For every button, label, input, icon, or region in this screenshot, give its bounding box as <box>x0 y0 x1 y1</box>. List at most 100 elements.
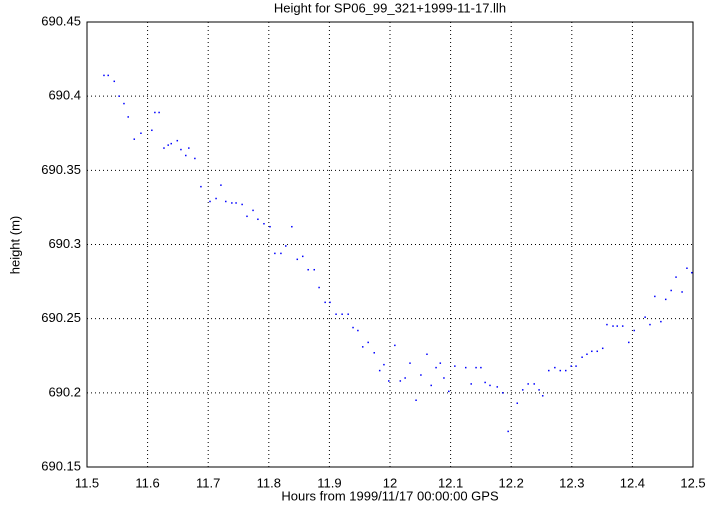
point <box>554 366 556 369</box>
point <box>215 197 217 200</box>
point <box>660 320 662 323</box>
point <box>691 271 693 274</box>
point <box>591 350 593 353</box>
point <box>252 209 254 212</box>
point <box>257 218 259 221</box>
point <box>586 353 588 356</box>
point <box>318 286 320 289</box>
point <box>291 225 293 228</box>
point <box>185 154 187 157</box>
point <box>113 80 116 83</box>
point <box>470 383 472 385</box>
point <box>516 402 519 404</box>
point <box>246 215 248 218</box>
point <box>501 392 504 394</box>
point <box>373 352 375 354</box>
point <box>307 268 309 271</box>
point <box>670 289 672 292</box>
point <box>420 374 422 376</box>
point <box>475 366 477 369</box>
point <box>644 316 646 318</box>
point <box>235 202 237 204</box>
point <box>357 329 359 332</box>
point <box>296 258 299 261</box>
point <box>575 365 577 367</box>
point <box>601 347 604 350</box>
point <box>200 185 202 188</box>
point <box>664 298 667 301</box>
point <box>484 381 486 384</box>
point <box>313 268 315 271</box>
point <box>581 356 583 358</box>
x-tick-label: 11.5 <box>75 475 99 490</box>
point <box>521 389 524 391</box>
point <box>541 395 544 397</box>
point <box>335 313 337 315</box>
x-tick-label: 12.3 <box>559 475 584 490</box>
plot-frame <box>86 21 694 468</box>
y-tick-label: 690.25 <box>41 310 81 325</box>
point <box>231 202 233 204</box>
point <box>527 383 529 385</box>
point <box>621 325 624 327</box>
x-tick-label: 12.2 <box>499 475 524 490</box>
point <box>324 301 326 304</box>
point <box>628 341 630 344</box>
point <box>616 325 618 327</box>
x-tick-label: 11.9 <box>317 475 341 490</box>
point <box>127 116 129 118</box>
chart-title: Height for SP06_99_321+1999-11-17.llh <box>274 0 506 15</box>
point <box>274 252 276 255</box>
point <box>151 129 153 132</box>
y-tick-label: 690.4 <box>48 88 81 103</box>
x-tick-label: 11.7 <box>196 475 220 490</box>
point <box>163 147 165 149</box>
point <box>378 369 381 372</box>
point <box>394 344 396 347</box>
x-tick-label: 11.6 <box>135 475 159 490</box>
point <box>352 326 354 329</box>
x-tick-label: 12 <box>383 475 397 490</box>
point <box>533 383 535 385</box>
x-tick-label: 11.8 <box>257 475 281 490</box>
point <box>430 384 432 387</box>
point <box>426 353 428 356</box>
point <box>329 301 331 304</box>
point <box>188 147 190 149</box>
point <box>176 139 179 142</box>
point <box>158 111 160 114</box>
point <box>489 384 491 387</box>
point <box>341 313 343 315</box>
y-tick-label: 690.2 <box>48 384 81 399</box>
point <box>154 111 156 114</box>
x-axis-label: Hours from 1999/11/17 00:00:00 GPS <box>281 488 499 503</box>
point <box>612 325 614 327</box>
point <box>220 184 222 186</box>
point <box>596 350 599 353</box>
point <box>118 95 120 97</box>
point <box>681 291 683 293</box>
point <box>409 362 411 364</box>
point <box>140 132 142 134</box>
point <box>538 389 540 391</box>
point <box>465 366 467 369</box>
point <box>439 362 442 364</box>
point <box>415 399 417 401</box>
point <box>496 386 499 388</box>
point <box>570 365 572 367</box>
y-tick-label: 690.35 <box>41 162 81 177</box>
point <box>347 313 349 315</box>
y-tick-label: 690.3 <box>48 236 81 251</box>
point <box>480 366 482 369</box>
y-tick-label: 690.15 <box>41 458 81 473</box>
point <box>559 369 562 372</box>
point <box>388 380 390 382</box>
point <box>507 430 509 433</box>
point <box>180 148 182 151</box>
point <box>686 267 688 269</box>
point <box>301 255 304 258</box>
point <box>167 144 169 146</box>
y-axis-label: height (m) <box>7 216 22 275</box>
